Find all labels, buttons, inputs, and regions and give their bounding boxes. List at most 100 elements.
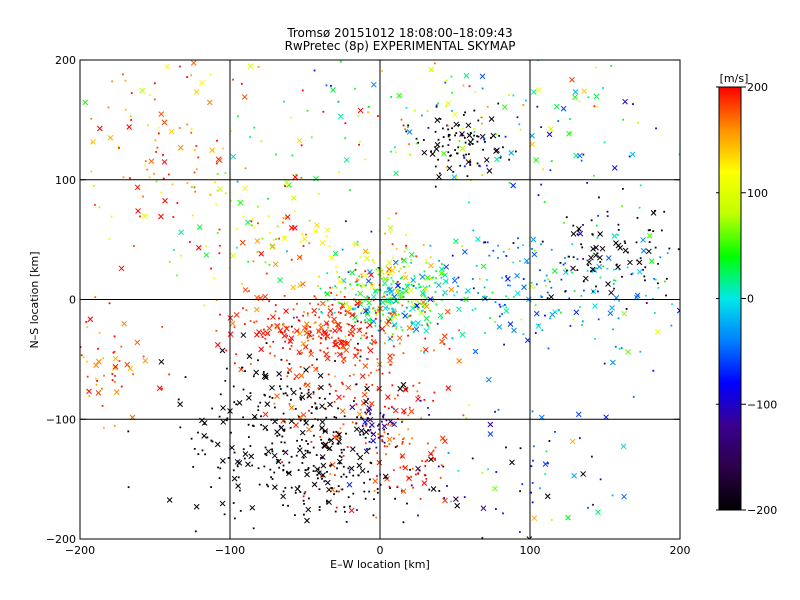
data-point-x [274, 323, 281, 329]
data-point-x [215, 156, 222, 163]
data-point-dot [365, 424, 368, 427]
data-point-x [301, 325, 308, 331]
data-point-dot [286, 472, 289, 474]
data-point-x [609, 305, 615, 311]
data-point-x [629, 151, 636, 158]
data-point-dot [357, 349, 360, 352]
data-point-x [291, 195, 297, 201]
data-point-dot [303, 502, 305, 505]
data-point-dot [471, 309, 474, 311]
data-point-x [247, 63, 254, 70]
data-point-x [441, 333, 448, 340]
data-point-x [531, 515, 538, 521]
data-point-x [126, 124, 133, 130]
data-point-dot [209, 193, 212, 196]
data-point-dot [282, 323, 285, 325]
data-point-x [480, 505, 487, 512]
data-point-dot [197, 431, 199, 434]
data-point-dot [353, 396, 356, 399]
data-point-dot [368, 429, 371, 432]
data-point-x [372, 288, 379, 294]
data-point-dot [269, 345, 272, 348]
data-point-dot [315, 406, 318, 409]
data-point-x [313, 175, 319, 182]
data-point-dot [519, 128, 522, 131]
data-point-dot [210, 486, 213, 489]
data-point-dot [295, 454, 298, 457]
data-point-dot [260, 415, 262, 418]
data-point-x [323, 351, 330, 358]
data-point-dot [420, 417, 423, 420]
data-point-dot [337, 485, 340, 488]
data-point-dot [576, 269, 579, 272]
data-point-dot [94, 296, 97, 299]
data-point-dot [564, 290, 567, 293]
data-point-dot [287, 372, 290, 374]
data-point-x [529, 141, 536, 148]
data-point-dot [320, 310, 323, 313]
data-point-dot [387, 307, 390, 310]
data-point-dot [290, 325, 293, 328]
data-point-dot [375, 317, 377, 320]
data-point-x [357, 454, 364, 461]
data-point-dot [327, 314, 330, 317]
data-point-dot [317, 303, 320, 306]
data-point-dot [403, 250, 406, 253]
data-point-dot [533, 249, 536, 252]
data-point-x [292, 174, 299, 181]
data-point-x [487, 431, 494, 437]
data-point-x [605, 281, 611, 287]
data-point-dot [374, 310, 377, 312]
data-point-x [570, 231, 577, 237]
data-point-x [299, 281, 306, 287]
data-point-x [308, 351, 315, 358]
data-point-dot [471, 457, 474, 460]
data-point-dot [162, 177, 165, 180]
data-point-x [415, 396, 421, 402]
data-point-dot [361, 417, 364, 420]
data-point-dot [243, 457, 246, 460]
data-point-dot [394, 146, 396, 149]
data-point-dot [390, 294, 393, 297]
data-point-dot [359, 140, 361, 143]
data-point-dot [351, 288, 354, 291]
data-point-dot [441, 145, 444, 148]
data-point-x [253, 306, 260, 313]
data-point-dot [401, 420, 404, 422]
data-point-x [461, 248, 468, 255]
data-point-dot [549, 169, 552, 172]
data-point-dot [505, 274, 508, 277]
data-point-x [535, 87, 542, 93]
data-point-dot [442, 294, 445, 297]
data-point-dot [412, 486, 414, 489]
data-point-dot [276, 461, 279, 463]
data-point-dot [376, 424, 379, 427]
data-point-dot [568, 297, 571, 300]
data-point-dot [595, 224, 598, 227]
data-point-dot [113, 380, 116, 383]
data-point-dot [391, 307, 394, 310]
data-point-x [402, 274, 409, 281]
data-point-x [331, 316, 338, 323]
data-point-x [362, 308, 369, 314]
data-point-dot [286, 334, 289, 337]
data-point-dot [288, 362, 291, 365]
data-point-x [283, 308, 289, 314]
data-point-dot [325, 500, 328, 503]
data-point-dot [356, 280, 358, 282]
data-point-dot [392, 333, 394, 336]
data-point-x [596, 263, 603, 270]
data-point-dot [271, 450, 274, 453]
data-point-x [372, 478, 379, 484]
data-point-dot [400, 326, 403, 329]
data-point-dot [399, 296, 402, 299]
data-point-dot [628, 155, 631, 158]
data-point-dot [301, 233, 304, 235]
data-point-dot [331, 303, 334, 306]
data-point-x [465, 159, 472, 165]
data-point-dot [296, 316, 298, 319]
data-point-x [320, 462, 327, 469]
data-point-x [610, 359, 616, 366]
data-point-dot [379, 435, 382, 438]
